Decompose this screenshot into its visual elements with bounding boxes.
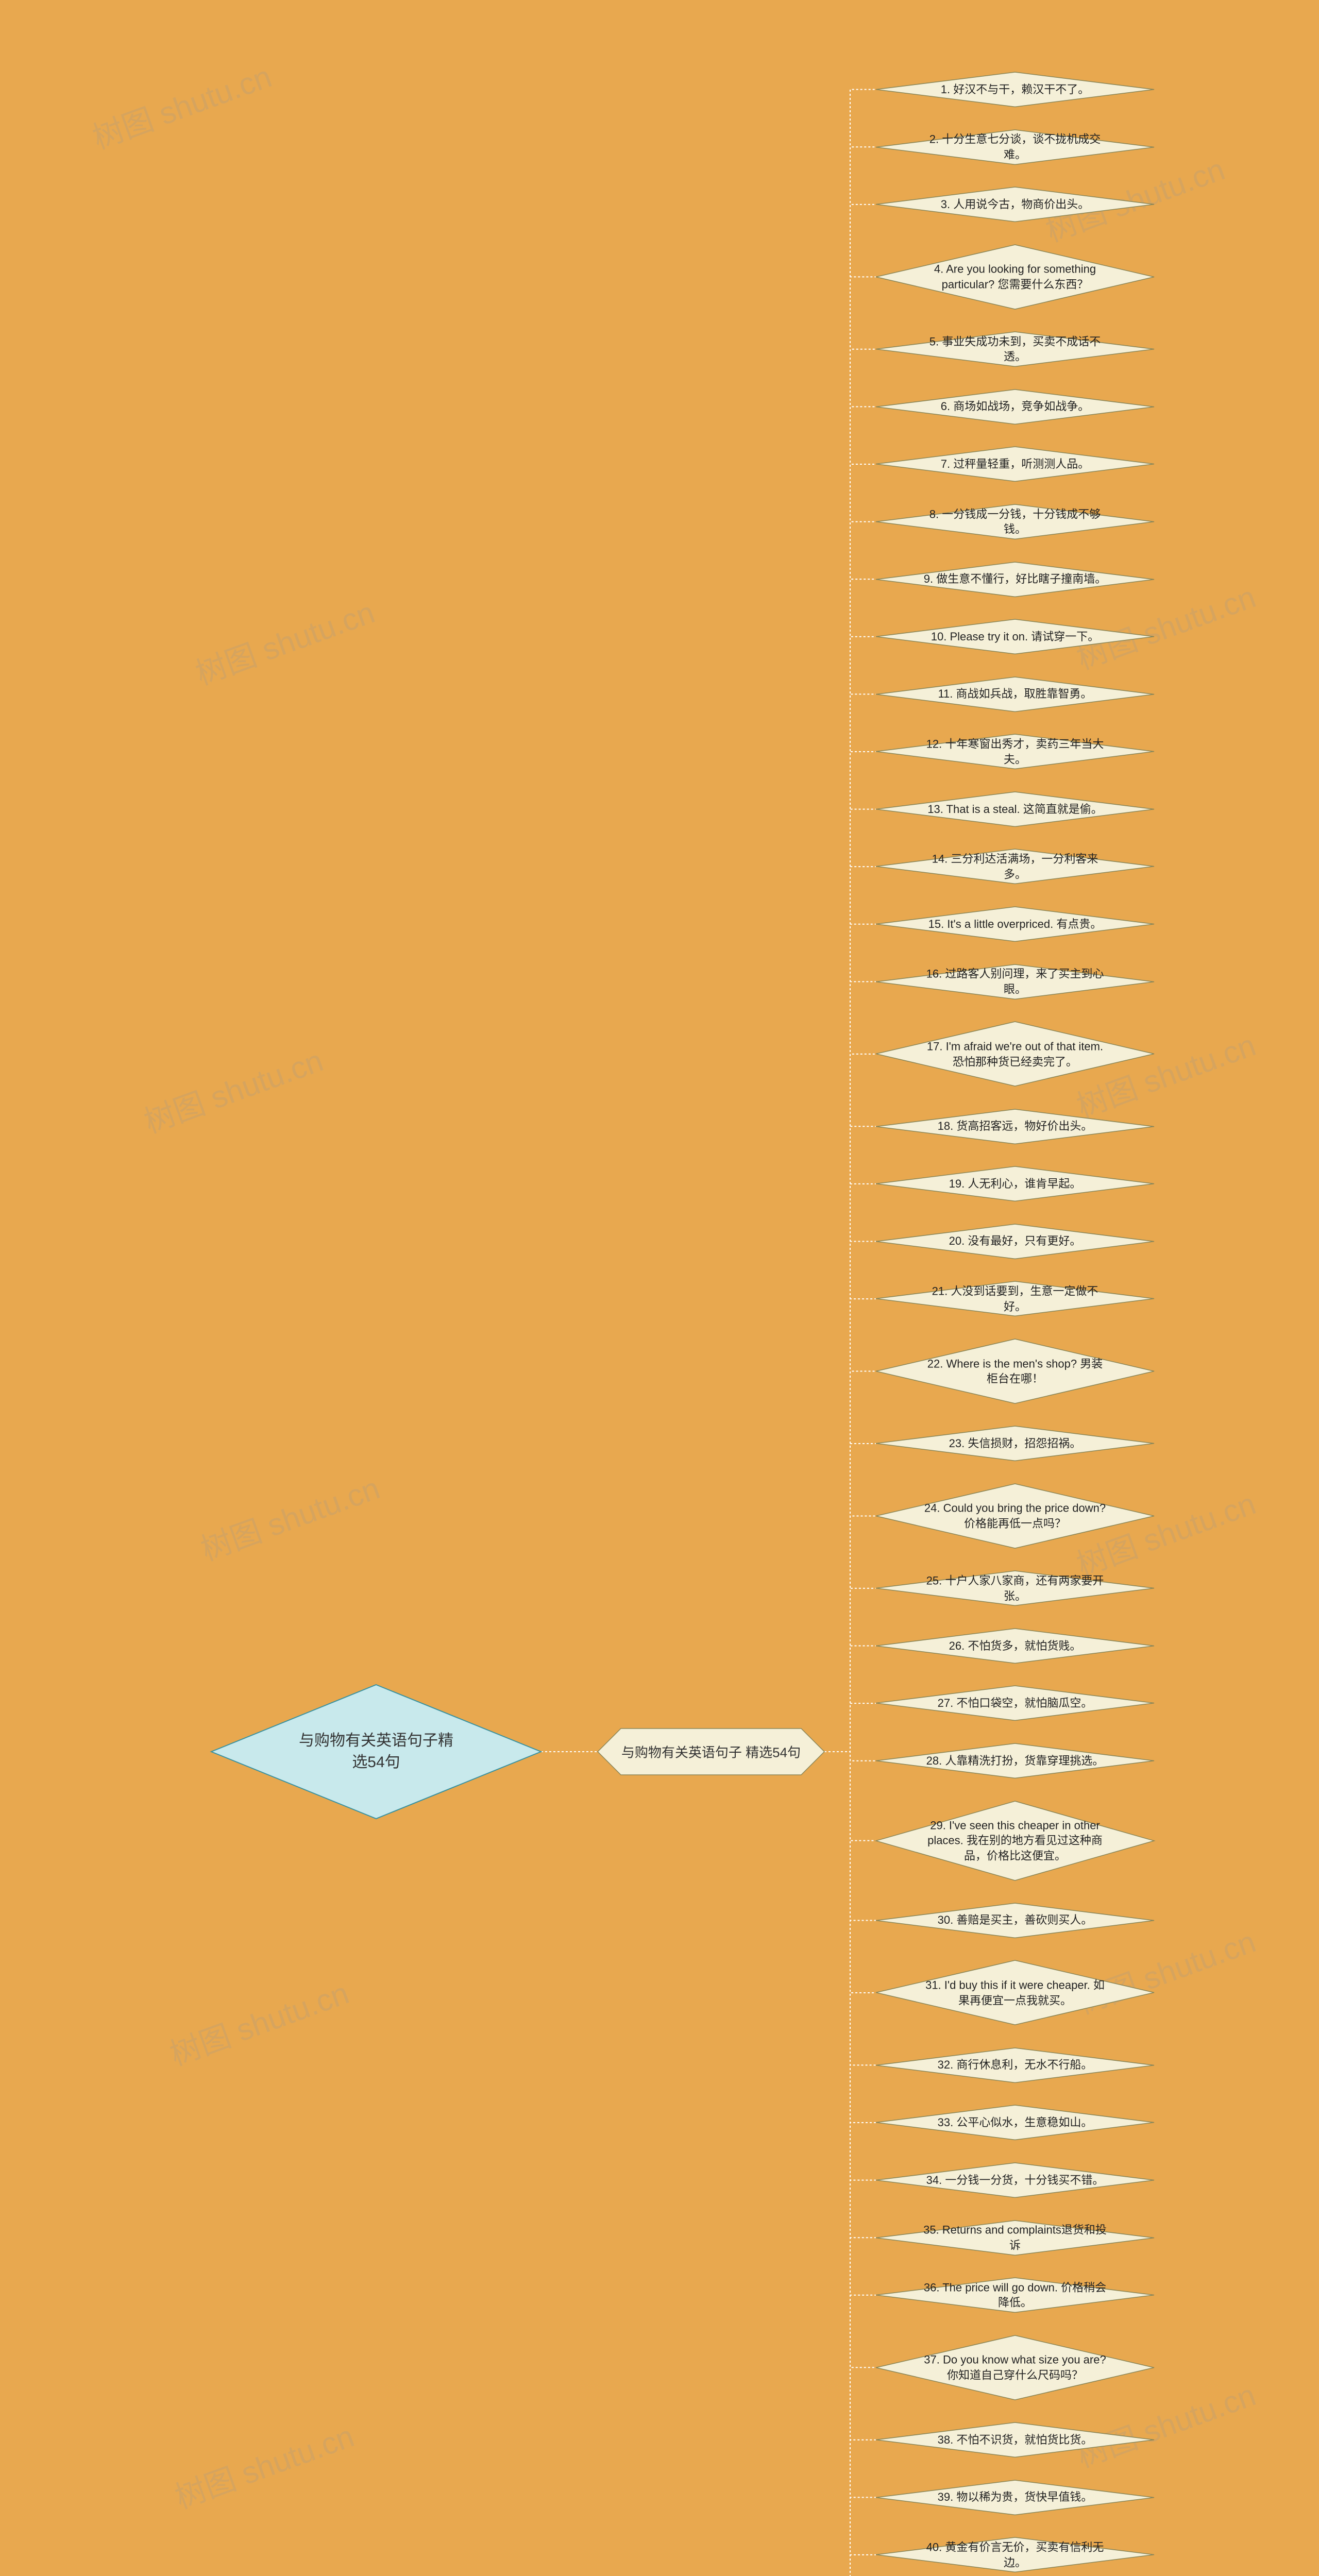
child-node: 28. 人靠精洗打扮，货靠穿理挑选。 [876,1743,1154,1778]
child-label: 6. 商场如战场，竞争如战争。 [922,399,1108,415]
child-node: 1. 好汉不与干，赖汉干不了。 [876,72,1154,107]
mid-label: 与购物有关英语句子 精选54句 [621,1742,801,1761]
mid-node: 与购物有关英语句子 精选54句 [598,1728,824,1775]
child-label: 16. 过路客人别问理，来了买主到心眼。 [922,967,1108,997]
child-label: 38. 不怕不识货，就怕货比货。 [922,2432,1108,2448]
child-node: 6. 商场如战场，竞争如战争。 [876,389,1154,424]
root-node: 与购物有关英语句子精选54句 [211,1685,541,1819]
child-label: 1. 好汉不与干，赖汉干不了。 [922,82,1108,97]
child-node: 30. 善赔是买主，善砍则买人。 [876,1903,1154,1938]
child-node: 40. 黄金有价言无价，买卖有信利无边。 [876,2537,1154,2572]
child-node: 19. 人无利心，谁肯早起。 [876,1166,1154,1201]
watermark: 树图 shutu.cn [194,1463,385,1569]
child-node: 36. The price will go down. 价格稍会降低。 [876,2278,1154,2312]
child-node: 5. 事业失成功未到，买卖不成话不透。 [876,332,1154,366]
child-node: 24. Could you bring the price down? 价格能再… [876,1484,1154,1548]
child-node: 37. Do you know what size you are? 你知道自己… [876,2335,1154,2400]
child-node: 23. 失信损财，招怨招祸。 [876,1426,1154,1461]
child-label: 30. 善赔是买主，善砍则买人。 [922,1913,1108,1928]
child-label: 31. I'd buy this if it were cheaper. 如果再… [922,1977,1108,2008]
child-node: 32. 商行休息利，无水不行船。 [876,2048,1154,2082]
watermark: 树图 shutu.cn [168,2411,359,2517]
child-node: 35. Returns and complaints退货和投诉 [876,2221,1154,2255]
child-node: 18. 货高招客远，物好价出头。 [876,1109,1154,1144]
child-node: 12. 十年寒窗出秀才，卖药三年当大夫。 [876,734,1154,769]
child-label: 26. 不怕货多，就怕货贱。 [922,1638,1108,1654]
child-label: 32. 商行休息利，无水不行船。 [922,2058,1108,2073]
child-label: 7. 过秤量轻重，听测测人品。 [922,456,1108,472]
child-node: 27. 不怕口袋空，就怕脑瓜空。 [876,1686,1154,1720]
child-node: 17. I'm afraid we're out of that item. 恐… [876,1022,1154,1086]
watermark: 树图 shutu.cn [86,52,277,158]
child-label: 36. The price will go down. 价格稍会降低。 [922,2280,1108,2310]
child-node: 16. 过路客人别问理，来了买主到心眼。 [876,964,1154,999]
child-label: 19. 人无利心，谁肯早起。 [922,1176,1108,1192]
child-label: 25. 十户人家八家商，还有两家要开张。 [922,1573,1108,1603]
child-node: 11. 商战如兵战，取胜靠智勇。 [876,677,1154,711]
child-label: 22. Where is the men's shop? 男装柜台在哪！ [922,1356,1108,1386]
child-node: 34. 一分钱一分货，十分钱买不错。 [876,2163,1154,2197]
child-node: 9. 做生意不懂行，好比瞎子撞南墙。 [876,562,1154,597]
child-label: 24. Could you bring the price down? 价格能再… [922,1501,1108,1531]
child-label: 4. Are you looking for something particu… [922,262,1108,292]
child-node: 38. 不怕不识货，就怕货比货。 [876,2422,1154,2457]
child-node: 25. 十户人家八家商，还有两家要开张。 [876,1571,1154,1605]
child-node: 10. Please try it on. 请试穿一下。 [876,619,1154,654]
child-node: 8. 一分钱成一分钱，十分钱成不够钱。 [876,504,1154,539]
child-label: 34. 一分钱一分货，十分钱买不错。 [922,2173,1108,2188]
child-node: 13. That is a steal. 这简直就是偷。 [876,792,1154,826]
child-label: 20. 没有最好，只有更好。 [922,1234,1108,1249]
child-label: 17. I'm afraid we're out of that item. 恐… [922,1039,1108,1069]
child-node: 7. 过秤量轻重，听测测人品。 [876,447,1154,481]
child-label: 39. 物以稀为贵，货快早值钱。 [922,2489,1108,2505]
child-node: 29. I've seen this cheaper in other plac… [876,1801,1154,1880]
child-node: 2. 十分生意七分谈，谈不拢机成交难。 [876,130,1154,164]
child-label: 12. 十年寒窗出秀才，卖药三年当大夫。 [922,736,1108,767]
child-node: 33. 公平心似水，生意稳如山。 [876,2105,1154,2140]
child-node: 31. I'd buy this if it were cheaper. 如果再… [876,1960,1154,2025]
child-node: 15. It's a little overpriced. 有点贵。 [876,907,1154,941]
child-label: 14. 三分利达活满场，一分利客来多。 [922,851,1108,882]
watermark: 树图 shutu.cn [163,1968,354,2074]
child-label: 40. 黄金有价言无价，买卖有信利无边。 [922,2539,1108,2570]
child-label: 27. 不怕口袋空，就怕脑瓜空。 [922,1696,1108,1711]
child-label: 28. 人靠精洗打扮，货靠穿理挑选。 [922,1753,1108,1769]
child-label: 18. 货高招客远，物好价出头。 [922,1118,1108,1134]
child-node: 3. 人用说今古，物商价出头。 [876,187,1154,222]
child-label: 13. That is a steal. 这简直就是偷。 [922,802,1108,817]
child-label: 15. It's a little overpriced. 有点贵。 [922,917,1108,932]
child-label: 8. 一分钱成一分钱，十分钱成不够钱。 [922,506,1108,537]
child-label: 9. 做生意不懂行，好比瞎子撞南墙。 [922,571,1108,587]
child-node: 14. 三分利达活满场，一分利客来多。 [876,849,1154,884]
child-label: 11. 商战如兵战，取胜靠智勇。 [922,687,1108,702]
child-label: 2. 十分生意七分谈，谈不拢机成交难。 [922,132,1108,162]
child-label: 10. Please try it on. 请试穿一下。 [922,629,1108,645]
child-label: 3. 人用说今古，物商价出头。 [922,197,1108,212]
child-label: 37. Do you know what size you are? 你知道自己… [922,2352,1108,2383]
child-label: 5. 事业失成功未到，买卖不成话不透。 [922,334,1108,364]
child-label: 29. I've seen this cheaper in other plac… [922,1818,1108,1863]
child-label: 35. Returns and complaints退货和投诉 [922,2223,1108,2253]
child-label: 21. 人没到话要到，生意一定做不好。 [922,1283,1108,1314]
watermark: 树图 shutu.cn [189,587,380,693]
child-node: 22. Where is the men's shop? 男装柜台在哪！ [876,1339,1154,1403]
watermark: 树图 shutu.cn [137,1036,328,1142]
child-node: 21. 人没到话要到，生意一定做不好。 [876,1281,1154,1316]
child-node: 4. Are you looking for something particu… [876,245,1154,309]
child-label: 23. 失信损财，招怨招祸。 [922,1436,1108,1451]
child-label: 33. 公平心似水，生意稳如山。 [922,2115,1108,2130]
child-node: 26. 不怕货多，就怕货贱。 [876,1629,1154,1663]
child-node: 20. 没有最好，只有更好。 [876,1224,1154,1259]
child-node: 39. 物以稀为贵，货快早值钱。 [876,2480,1154,2515]
root-label: 与购物有关英语句子精选54句 [299,1730,453,1773]
